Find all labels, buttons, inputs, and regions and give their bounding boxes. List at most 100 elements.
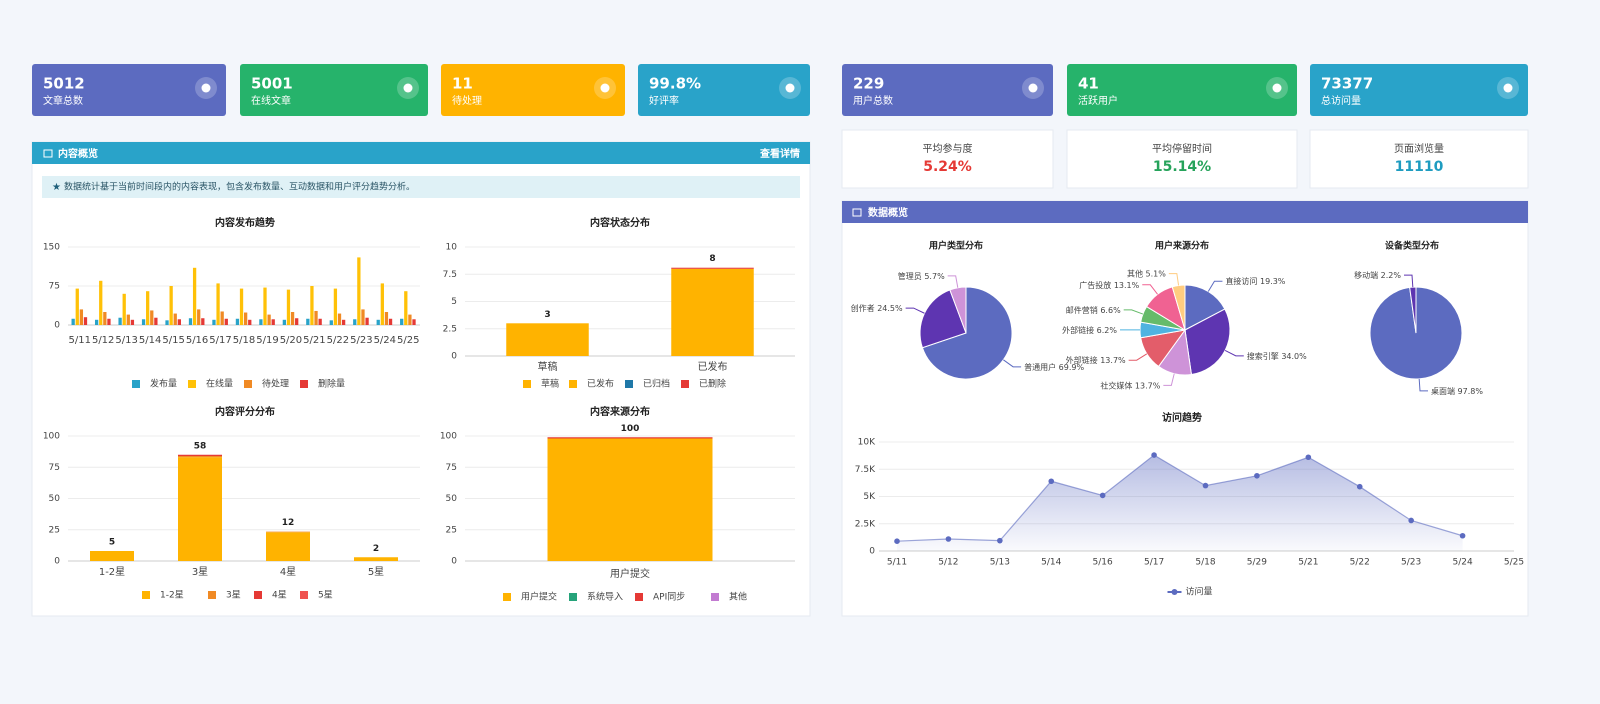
legend-label: 3星 [226, 590, 241, 601]
x-tick-label: 5/21 [303, 335, 325, 346]
bar [319, 319, 322, 325]
bar [216, 283, 219, 325]
stat-icon-dot [1029, 84, 1038, 93]
legend-label: 已归档 [643, 378, 670, 390]
pie-label-name: 外部链接 [1062, 324, 1094, 334]
panel-title: 内容概览 [58, 147, 98, 160]
x-tick-label: 5/24 [374, 335, 396, 346]
bar [212, 320, 215, 325]
bar-segment [354, 557, 398, 561]
metric-label: 平均参与度 [923, 142, 973, 155]
pie-label-value: 19.3% [1260, 277, 1286, 286]
bar [267, 315, 270, 325]
bar [236, 319, 239, 325]
bar [95, 320, 98, 325]
y-tick-label: 0 [54, 321, 60, 331]
pie-label: 管理员 5.7% [898, 270, 945, 280]
legend-label: 用户提交 [521, 591, 557, 603]
bar [174, 314, 177, 325]
x-tick-label: 用户提交 [610, 567, 650, 580]
panel-link[interactable]: 查看详情 [759, 147, 800, 160]
pie-label-value: 13.1% [1114, 280, 1140, 289]
legend-swatch [300, 380, 308, 388]
bar [244, 313, 247, 325]
bar [225, 319, 228, 325]
pie-label: 社交媒体 13.7% [1100, 380, 1160, 390]
x-tick-label: 5/22 [327, 335, 349, 346]
bar [314, 311, 317, 325]
bar-label: 8 [709, 254, 715, 264]
bar [107, 319, 110, 325]
legend-swatch [132, 380, 140, 388]
bar [118, 318, 121, 325]
x-tick-label: 5/16 [186, 335, 208, 346]
bar-label: 5 [109, 538, 115, 548]
x-tick-label: 已发布 [698, 360, 728, 373]
legend-swatch [254, 591, 262, 599]
legend-label: 待处理 [262, 378, 289, 390]
metric-value: 15.14% [1153, 159, 1211, 175]
stat-icon-dot [786, 84, 795, 93]
x-tick-label: 草稿 [538, 360, 558, 373]
bar [80, 309, 83, 325]
notice-icon: ★ [52, 182, 61, 193]
legend-label: 5星 [318, 590, 333, 601]
stat-value: 73377 [1321, 75, 1373, 93]
x-tick-label: 5/14 [139, 335, 161, 346]
bar [295, 318, 298, 325]
x-tick-label: 5/13 [990, 558, 1010, 568]
bar-segment [266, 532, 310, 561]
chart-title: 用户来源分布 [1154, 240, 1209, 252]
pie-label-value: 97.8% [1458, 386, 1484, 395]
y-tick-label: 2.5 [443, 324, 457, 334]
bar [381, 283, 384, 325]
x-tick-label: 5/12 [92, 335, 114, 346]
x-tick-label: 4星 [280, 566, 296, 578]
bar [263, 288, 266, 325]
y-tick-label: 25 [446, 525, 457, 535]
stat-icon-dot [202, 84, 211, 93]
point [1048, 478, 1054, 484]
bar-segment [548, 439, 713, 562]
bar [221, 311, 224, 325]
bar [169, 286, 172, 325]
bar [72, 319, 75, 325]
legend-label: 访问量 [1186, 586, 1213, 598]
pie-label: 直接访问 19.3% [1225, 276, 1285, 286]
bar [357, 257, 360, 325]
legend-swatch [635, 593, 643, 601]
pie-label: 其他 5.1% [1127, 268, 1166, 278]
bar-segment [178, 455, 222, 456]
pie-label-name: 其他 [1127, 268, 1143, 278]
bar [412, 319, 415, 325]
y-tick-label: 150 [43, 243, 60, 253]
point [1254, 473, 1260, 479]
bar-label: 2 [373, 544, 379, 554]
stat-value: 41 [1078, 75, 1099, 93]
stat-value: 5012 [43, 75, 85, 93]
bar [84, 317, 87, 325]
y-tick-label: 100 [440, 432, 457, 442]
x-tick-label: 5/11 [887, 558, 907, 568]
pie-label-name: 桌面端 [1431, 385, 1455, 395]
pie-label: 邮件营销 6.6% [1066, 304, 1121, 314]
legend-label: 已发布 [587, 378, 614, 390]
legend-swatch [681, 380, 689, 388]
stat-label: 用户总数 [853, 94, 893, 107]
y-tick-label: 75 [446, 463, 457, 473]
y-tick-label: 25 [49, 525, 60, 535]
bar [377, 320, 380, 325]
legend-label: 1-2星 [160, 590, 184, 601]
legend-swatch [625, 380, 633, 388]
legend-swatch [142, 591, 150, 599]
pie-label-value: 5.7% [924, 271, 945, 280]
pie-label-name: 外部链接 [1066, 355, 1098, 365]
metric-label: 页面浏览量 [1394, 142, 1444, 155]
x-tick-label: 5/21 [1298, 558, 1318, 568]
stat-icon-dot [1273, 84, 1282, 93]
stat-label: 总访问量 [1321, 94, 1361, 107]
y-tick-label: 50 [49, 494, 61, 504]
bar [248, 320, 251, 325]
bar [330, 320, 333, 325]
